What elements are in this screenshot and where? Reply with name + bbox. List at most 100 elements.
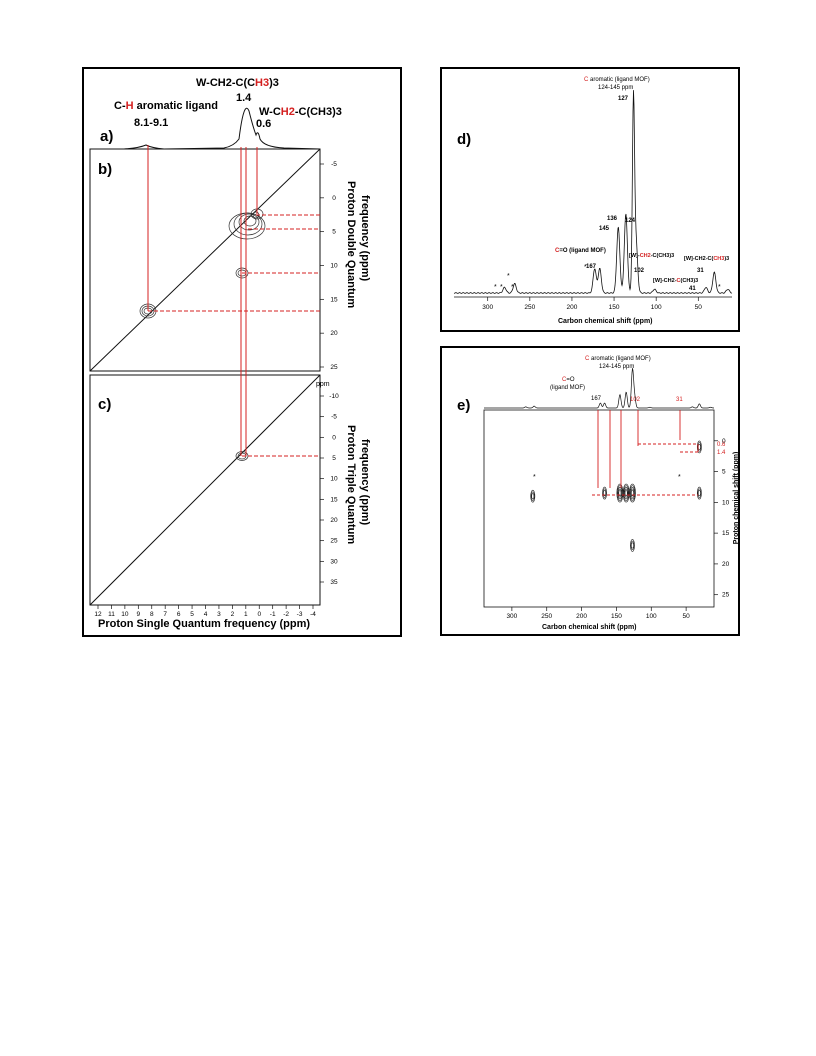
sq-tick-label: 11 bbox=[108, 611, 115, 618]
tq-tick-label: 35 bbox=[330, 579, 338, 586]
e-contour-ring bbox=[696, 486, 702, 500]
d-wch2-label: [W]-CH2-C(CH3)3 bbox=[629, 253, 674, 259]
e-contour-ring bbox=[623, 487, 629, 500]
e-xtick-label: 250 bbox=[541, 613, 552, 620]
e-proton-1.4: 1.4 bbox=[717, 450, 726, 456]
e-y-axis-ticks: 0 5 10 15 20 25 bbox=[714, 438, 730, 599]
e-red-guides bbox=[592, 410, 699, 496]
e-sideband-marker-1: * bbox=[533, 474, 536, 481]
svg-text:*: * bbox=[500, 284, 503, 291]
e-x-axis-title: Carbon chemical shift (ppm) bbox=[542, 624, 637, 631]
dq-axis-title-line2: frequency (ppm) bbox=[359, 195, 371, 282]
d-tick-label: 300 bbox=[482, 304, 493, 311]
e-ytick-label: 20 bbox=[722, 561, 730, 568]
panel-e-label: e) bbox=[457, 397, 470, 414]
e-contour-ring bbox=[629, 483, 636, 503]
tq-axis-title-line1: Proton Triple Quantum bbox=[345, 425, 357, 544]
panel-b-label: b) bbox=[98, 161, 112, 178]
methyl-peak-label: W-CH2-C(CH3)3 bbox=[196, 77, 279, 89]
e-contour-ring bbox=[697, 490, 701, 497]
e-contour-ring bbox=[617, 485, 623, 501]
sq-tick-label: -4 bbox=[310, 611, 316, 618]
dq-diagonal bbox=[89, 148, 321, 372]
sq-tick-label: 3 bbox=[217, 611, 221, 618]
d-wme-label: [W]-CH2-C(CH3)3 bbox=[684, 256, 729, 262]
e-ytick-label: 0 bbox=[722, 438, 726, 445]
e-contour-ring bbox=[624, 488, 629, 498]
d-peak-145: 145 bbox=[599, 226, 610, 232]
dq-tick-label: 0 bbox=[332, 195, 336, 202]
sq-bottom-axis: 12 11 10 9 8 7 6 5 4 3 2 1 0 -1 -2 -3 -4 bbox=[94, 605, 316, 618]
tq-tick-label: -5 bbox=[331, 414, 337, 421]
tq-tick-label: 0 bbox=[332, 434, 336, 441]
dq-right-axis: -5 0 5 10 15 20 25 bbox=[319, 149, 338, 371]
e-xtick-label: 200 bbox=[576, 613, 587, 620]
e-carbon-projection bbox=[484, 368, 714, 409]
e-xtick-label: 150 bbox=[611, 613, 622, 620]
methyl-peak-value: 1.4 bbox=[236, 92, 252, 104]
panel-e-title: C aromatic (ligand MOF) bbox=[585, 356, 651, 362]
panel-d-title: C aromatic (ligand MOF) bbox=[584, 77, 650, 83]
left-figure-svg: C-H aromatic ligand 8.1-9.1 W-CH2-C(CH3)… bbox=[89, 77, 371, 630]
e-contour-ring bbox=[630, 540, 635, 551]
dq-tick-label: 20 bbox=[330, 330, 338, 337]
e-contour-ring bbox=[624, 490, 628, 497]
d-tick-label: 200 bbox=[567, 304, 578, 311]
panel-d-label: d) bbox=[457, 131, 471, 148]
e-contour-ring bbox=[696, 440, 702, 454]
e-y-axis-title: Proton chemical shift (ppm) bbox=[733, 452, 740, 545]
ppm-unit-label: ppm bbox=[316, 381, 330, 388]
tq-right-axis: -10 -5 0 5 10 15 20 25 30 35 bbox=[320, 393, 339, 586]
dq-tick-label: 25 bbox=[330, 364, 338, 371]
e-peak-31: 31 bbox=[676, 397, 683, 403]
e-contour-ring bbox=[631, 542, 634, 549]
dq-tick-label: -5 bbox=[331, 161, 337, 168]
sq-axis-title: Proton Single Quantum frequency (ppm) bbox=[98, 618, 310, 630]
tq-diagonal bbox=[89, 374, 321, 606]
tq-tick-label: 30 bbox=[330, 558, 338, 565]
sq-tick-label: 9 bbox=[137, 611, 141, 618]
dq-axis-title-line1: Proton Double Quantum bbox=[345, 181, 357, 308]
e-plot-frame bbox=[483, 409, 715, 608]
sq-tick-label: -3 bbox=[297, 611, 303, 618]
carbon-spectrum-d bbox=[453, 90, 733, 294]
e-sideband-marker-2: * bbox=[678, 474, 681, 481]
panel-c-label: c) bbox=[98, 396, 111, 413]
tq-tick-label: -10 bbox=[329, 393, 339, 400]
d-spectrum-line bbox=[453, 90, 733, 294]
e-xtick-label: 50 bbox=[683, 613, 691, 620]
panel-e-title-range: 124-145 ppm bbox=[599, 364, 634, 370]
e-contour-ring bbox=[530, 491, 535, 501]
methylene-peak-label: W-CH2-C(CH3)3 bbox=[259, 106, 342, 118]
e-peak-167: 167 bbox=[591, 396, 602, 402]
d-x-axis-title: Carbon chemical shift (ppm) bbox=[558, 318, 653, 325]
e-proton-0.6: 0.6 bbox=[717, 442, 726, 448]
e-contour-ring bbox=[630, 487, 635, 500]
sq-tick-label: 10 bbox=[121, 611, 129, 618]
e-contour-ring bbox=[531, 493, 535, 500]
dq-tick-label: 15 bbox=[330, 296, 338, 303]
e-projection-line bbox=[484, 368, 714, 409]
e-co-label: C=O bbox=[562, 377, 575, 383]
sq-tick-label: 7 bbox=[163, 611, 167, 618]
sq-tick-label: 0 bbox=[257, 611, 261, 618]
e-contour-ring bbox=[617, 487, 623, 500]
dq-contour-methyl-methylene bbox=[228, 208, 266, 240]
sq-tick-label: -2 bbox=[283, 611, 289, 618]
sq-tick-label: 12 bbox=[94, 611, 102, 618]
e-contour-ring bbox=[630, 539, 635, 552]
d-peak-127: 127 bbox=[618, 96, 629, 102]
e-xtick-label: 300 bbox=[506, 613, 517, 620]
e-contour-ring bbox=[630, 488, 635, 498]
e-contour-ring bbox=[697, 443, 701, 450]
svg-text:*: * bbox=[507, 273, 510, 280]
e-ytick-label: 10 bbox=[722, 499, 730, 506]
d-spinning-sideband-markers: * * * * * * bbox=[494, 264, 721, 291]
d-peak-136: 136 bbox=[607, 216, 618, 222]
svg-text:*: * bbox=[511, 284, 514, 291]
red-guide-lines bbox=[147, 145, 320, 457]
e-contour-ring bbox=[629, 485, 636, 501]
e-contour-ring bbox=[618, 490, 622, 497]
aromatic-peak-value: 8.1-9.1 bbox=[134, 117, 168, 129]
e-ytick-label: 25 bbox=[722, 592, 730, 599]
